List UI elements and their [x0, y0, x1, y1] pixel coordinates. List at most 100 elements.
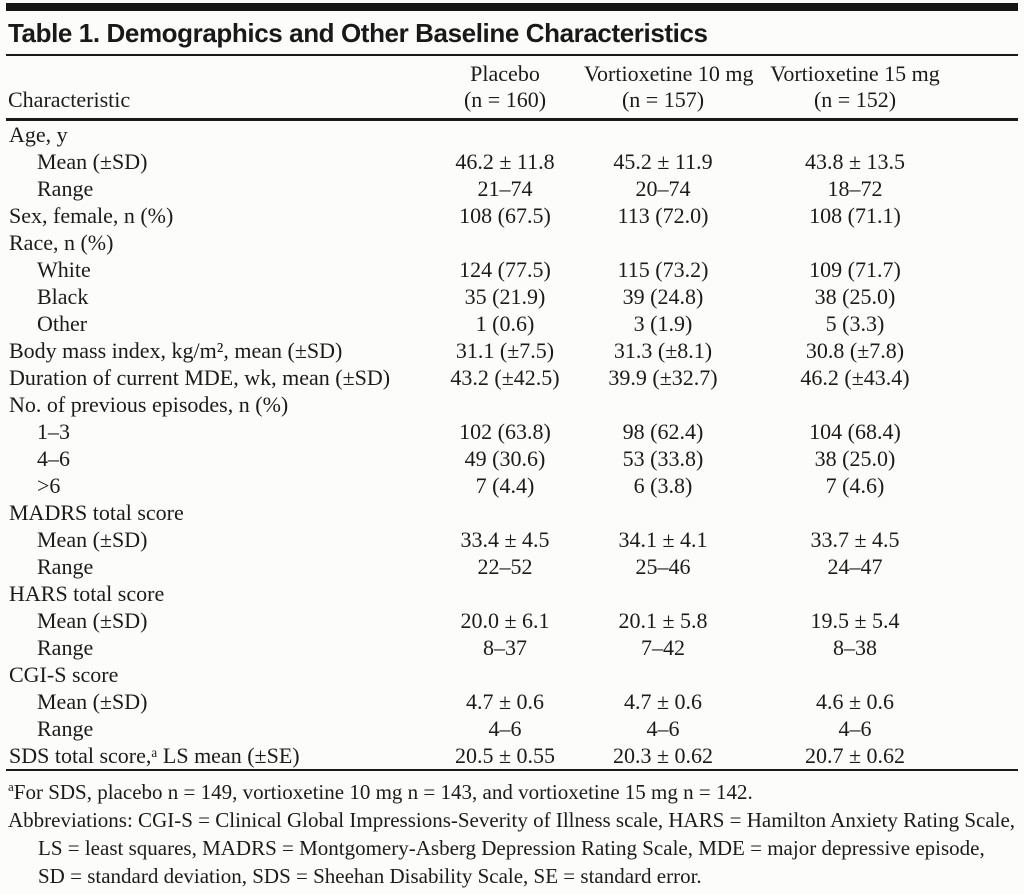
cell-value [426, 661, 584, 688]
table-row: Black 35 (21.9) 39 (24.8) 38 (25.0) [6, 283, 1018, 310]
table-row: Mean (±SD) 33.4 ± 4.5 34.1 ± 4.1 33.7 ± 4.5 [6, 526, 1018, 553]
cell-value [584, 580, 742, 607]
cell-value: 4–6 [488, 716, 522, 741]
cell-value [584, 661, 742, 688]
table-row: 4–6 49 (30.6) 53 (33.8) 38 (25.0) [6, 445, 1018, 472]
column-header-label: Placebo [470, 61, 540, 86]
cell-value: 22–52 [477, 554, 533, 579]
cell-value: 115 (73.2) [617, 257, 709, 282]
row-label: Range [37, 716, 94, 741]
cell-value [426, 229, 584, 256]
table-row: Sex, female, n (%) 108 (67.5) 113 (72.0) 10… [6, 202, 1018, 229]
cell-value: 25–46 [635, 554, 691, 579]
table-row: No. of previous episodes, n (%) [6, 391, 1018, 418]
cell-value [584, 499, 742, 526]
table-row: MADRS total score [6, 499, 1018, 526]
column-header-vortioxetine-10mg: Vortioxetine 10 mg (n = 157) [584, 56, 754, 121]
row-label: CGI-S score [9, 662, 119, 687]
row-label: Age, y [9, 122, 68, 147]
row-label: Sex, female, n (%) [9, 203, 174, 228]
cell-value: 38 (25.0) [814, 284, 896, 309]
row-label: Range [37, 554, 94, 579]
cell-value: 7 (4.6) [825, 473, 885, 498]
cell-value [584, 229, 742, 256]
table-row: 1–3 102 (63.8) 98 (62.4) 104 (68.4) [6, 418, 1018, 445]
cell-value [742, 229, 1018, 256]
table-row: Mean (±SD) 4.7 ± 0.6 4.7 ± 0.6 4.6 ± 0.6 [6, 688, 1018, 715]
cell-value [426, 120, 584, 149]
cell-value: 33.4 ± 4.5 [460, 527, 550, 552]
cell-value: 46.2 (±43.4) [800, 365, 910, 390]
cell-value: 3 (1.9) [633, 311, 693, 336]
row-label: >6 [37, 473, 61, 498]
cell-value: 43.2 (±42.5) [450, 365, 560, 390]
table-row: CGI-S score [6, 661, 1018, 688]
row-label: Mean (±SD) [37, 527, 148, 552]
cell-value: 4–6 [838, 716, 872, 741]
table-row: Age, y [6, 120, 1018, 149]
table-figure: Table 1. Demographics and Other Baseline… [0, 3, 1024, 894]
table-row: White 124 (77.5) 115 (73.2) 109 (71.7) [6, 256, 1018, 283]
column-header-label: Vortioxetine 15 mg [770, 61, 940, 86]
row-label: Race, n (%) [9, 230, 114, 255]
column-header-characteristic: Characteristic [6, 56, 426, 121]
table-row: SDS total score,ᵃ LS mean (±SE) 20.5 ± 0.… [6, 742, 1018, 771]
cell-value: 4.6 ± 0.6 [815, 689, 895, 714]
cell-value: 46.2 ± 11.8 [455, 149, 555, 174]
table-row: Range 8–37 7–42 8–38 [6, 634, 1018, 661]
cell-value: 102 (63.8) [459, 419, 551, 444]
column-header-n: (n = 157) [621, 87, 705, 112]
row-label: 4–6 [37, 446, 70, 471]
table-row: Duration of current MDE, wk, mean (±SD) 4… [6, 364, 1018, 391]
table-row: Body mass index, kg/m², mean (±SD) 31.1 (… [6, 337, 1018, 364]
row-label: Range [37, 176, 94, 201]
cell-value: 39 (24.8) [622, 284, 704, 309]
row-label: Mean (±SD) [37, 689, 148, 714]
cell-value: 8–38 [833, 635, 877, 660]
row-label: HARS total score [9, 581, 165, 606]
table-title: Table 1. Demographics and Other Baseline… [6, 11, 1018, 56]
footnote-a-text: For SDS, placebo n = 149, vortioxetine 1… [13, 780, 753, 804]
cell-value: 113 (72.0) [617, 203, 709, 228]
row-label: Mean (±SD) [37, 149, 148, 174]
cell-value: 20.0 ± 6.1 [460, 608, 550, 633]
row-label: Body mass index, kg/m², mean (±SD) [9, 338, 343, 363]
cell-value: 1 (0.6) [475, 311, 535, 336]
cell-value: 39.9 (±32.7) [608, 365, 718, 390]
cell-value [742, 391, 1018, 418]
cell-value: 43.8 ± 13.5 [804, 149, 906, 174]
cell-value [426, 580, 584, 607]
cell-value: 31.3 (±8.1) [613, 338, 713, 363]
table-row: HARS total score [6, 580, 1018, 607]
cell-value [584, 120, 742, 149]
column-header-vortioxetine-15mg: Vortioxetine 15 mg (n = 152) [742, 56, 1018, 121]
cell-value: 30.8 (±7.8) [805, 338, 905, 363]
row-label: No. of previous episodes, n (%) [9, 392, 289, 417]
table-body: Age, y Mean (±SD) 46.2 ± 11.8 45.2 ± 11.9 43… [6, 120, 1018, 771]
column-header-placebo: Placebo (n = 160) [426, 56, 584, 121]
abbreviations-note: Abbreviations: CGI-S = Clinical Global I… [8, 808, 1016, 888]
cell-value: 35 (21.9) [464, 284, 546, 309]
column-header-label: Vortioxetine 10 mg [584, 61, 754, 86]
footnote-a-marker: a [8, 779, 14, 794]
cell-value: 4–6 [646, 716, 680, 741]
table-row: Mean (±SD) 20.0 ± 6.1 20.1 ± 5.8 19.5 ± 5.4 [6, 607, 1018, 634]
table-row: Race, n (%) [6, 229, 1018, 256]
cell-value: 20.7 ± 0.62 [742, 742, 1018, 771]
footnotes: aFor SDS, placebo n = 149, vortioxetine … [6, 771, 1018, 894]
table-row: Mean (±SD) 46.2 ± 11.8 45.2 ± 11.9 43.8 ± 1… [6, 148, 1018, 175]
table-header: Characteristic Placebo (n = 160) Vortiox… [6, 56, 1018, 121]
cell-value: 104 (68.4) [809, 419, 901, 444]
cell-value: 20.1 ± 5.8 [618, 608, 708, 633]
cell-value: 49 (30.6) [464, 446, 546, 471]
cell-value: 53 (33.8) [622, 446, 704, 471]
row-label: 1–3 [37, 419, 70, 444]
cell-value: 98 (62.4) [622, 419, 704, 444]
row-label: Mean (±SD) [37, 608, 148, 633]
cell-value: 7 (4.4) [475, 473, 535, 498]
table-row: Range 4–6 4–6 4–6 [6, 715, 1018, 742]
column-header-n: (n = 152) [813, 87, 897, 112]
cell-value: 20.3 ± 0.62 [584, 742, 742, 771]
table-row: Other 1 (0.6) 3 (1.9) 5 (3.3) [6, 310, 1018, 337]
cell-value: 34.1 ± 4.1 [618, 527, 708, 552]
